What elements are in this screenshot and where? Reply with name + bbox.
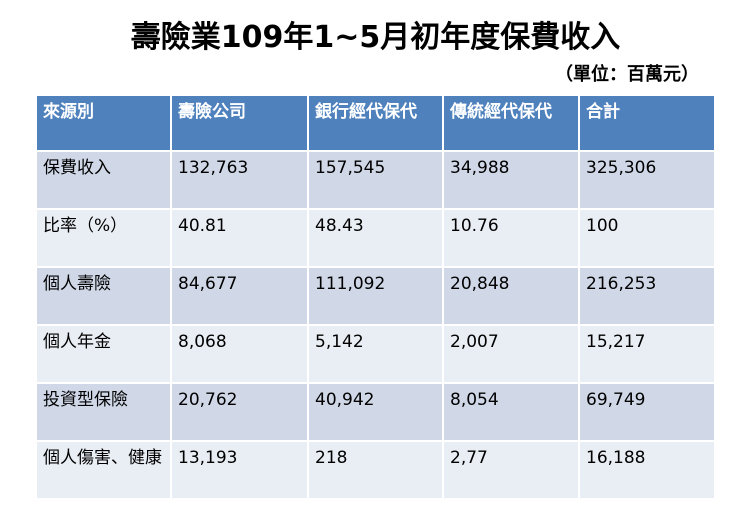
cell-value: 48.43 <box>308 209 444 268</box>
cell-value: 84,677 <box>171 267 309 326</box>
cell-value: 132,763 <box>171 151 309 210</box>
cell-value: 325,306 <box>579 151 714 210</box>
cell-value: 69,749 <box>579 383 714 442</box>
page-title: 壽險業109年1~5月初年度保費收入 <box>130 20 621 55</box>
cell-value: 216,253 <box>579 267 714 326</box>
cell-value: 218 <box>308 441 444 500</box>
table-row: 比率（%） 40.81 48.43 10.76 100 <box>37 209 714 268</box>
table-row: 保費收入 132,763 157,545 34,988 325,306 <box>37 151 714 210</box>
cell-value: 16,188 <box>579 441 714 500</box>
row-label: 保費收入 <box>37 151 172 210</box>
row-label: 投資型保險 <box>37 383 172 442</box>
cell-value: 100 <box>579 209 714 268</box>
unit-label: （單位：百萬元） <box>555 64 699 85</box>
cell-value: 2,007 <box>443 325 580 384</box>
cell-value: 8,054 <box>443 383 580 442</box>
row-label: 個人壽險 <box>37 267 172 326</box>
cell-value: 2,77 <box>443 441 580 500</box>
cell-value: 157,545 <box>308 151 444 210</box>
table-row: 個人年金 8,068 5,142 2,007 15,217 <box>37 325 714 384</box>
cell-value: 20,848 <box>443 267 580 326</box>
cell-value: 5,142 <box>308 325 444 384</box>
header-bank-broker-agent: 銀行經代保代 <box>308 96 444 152</box>
header-life-insurer: 壽險公司 <box>171 96 309 152</box>
row-label: 個人年金 <box>37 325 172 384</box>
table-row: 個人傷害、健康 13,193 218 2,77 16,188 <box>37 441 714 500</box>
table-row: 個人壽險 84,677 111,092 20,848 216,253 <box>37 267 714 326</box>
cell-value: 10.76 <box>443 209 580 268</box>
table-row: 投資型保險 20,762 40,942 8,054 69,749 <box>37 383 714 442</box>
header-traditional-broker-agent: 傳統經代保代 <box>443 96 580 152</box>
cell-value: 34,988 <box>443 151 580 210</box>
table-header-row: 來源別 壽險公司 銀行經代保代 傳統經代保代 合計 <box>37 96 714 152</box>
cell-value: 40,942 <box>308 383 444 442</box>
cell-value: 40.81 <box>171 209 309 268</box>
cell-value: 15,217 <box>579 325 714 384</box>
header-total: 合計 <box>579 96 714 152</box>
cell-value: 111,092 <box>308 267 444 326</box>
row-label: 個人傷害、健康 <box>37 441 172 500</box>
cell-value: 20,762 <box>171 383 309 442</box>
premium-income-table: 來源別 壽險公司 銀行經代保代 傳統經代保代 合計 保費收入 132,763 1… <box>37 96 714 500</box>
cell-value: 8,068 <box>171 325 309 384</box>
header-source: 來源別 <box>37 96 172 152</box>
row-label: 比率（%） <box>37 209 172 268</box>
cell-value: 13,193 <box>171 441 309 500</box>
